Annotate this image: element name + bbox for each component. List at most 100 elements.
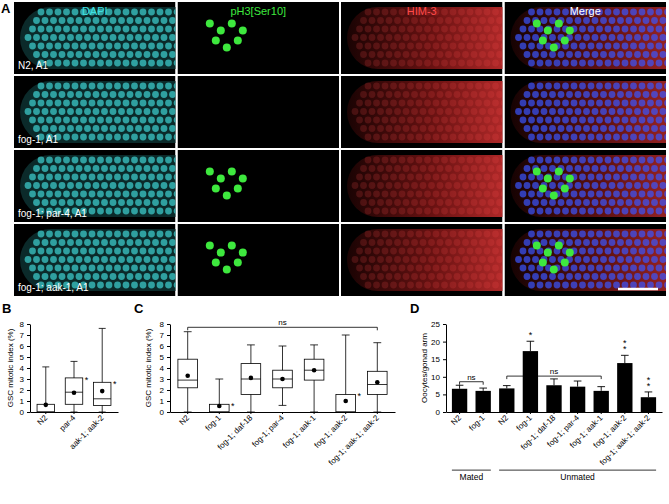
nucleus [360, 125, 367, 132]
chart-panel: DOocytes/gonad arm*****nsnsMatedUnmated0… [410, 301, 663, 482]
ph3-cell [539, 37, 547, 45]
nucleus [471, 182, 478, 189]
nucleus [484, 26, 491, 33]
nucleus [152, 34, 159, 41]
y-tick: 20 [431, 338, 446, 347]
nucleus [450, 117, 457, 124]
nucleus [386, 17, 393, 24]
nucleus [46, 174, 53, 181]
nucleus [76, 17, 83, 24]
nucleus [592, 17, 599, 24]
nucleus [161, 165, 168, 172]
nucleus [140, 60, 147, 67]
nucleus [643, 34, 650, 41]
nucleus [144, 256, 151, 263]
y-tick-mark [27, 324, 30, 325]
y-tick-label: 2 [160, 386, 165, 395]
nucleus [59, 91, 66, 98]
nucleus [114, 208, 121, 215]
nucleus [583, 273, 590, 280]
nucleus [437, 273, 444, 280]
nucleus [549, 199, 556, 206]
nucleus [579, 60, 586, 67]
nucleus [110, 199, 117, 206]
nucleus [639, 83, 646, 90]
nucleus [140, 191, 147, 198]
nucleus [458, 43, 465, 50]
nucleus [106, 26, 113, 33]
nucleus [639, 265, 646, 272]
nucleus [59, 51, 66, 58]
nucleus [80, 157, 87, 164]
nucleus [575, 239, 582, 246]
nucleus [411, 273, 418, 280]
nucleus [123, 43, 130, 50]
nucleus [441, 191, 448, 198]
nucleus [411, 51, 418, 58]
y-tick: 1 [20, 397, 30, 406]
nucleus [596, 191, 603, 198]
nucleus [496, 182, 502, 189]
error-bar [648, 392, 649, 397]
nucleus [55, 157, 62, 164]
nucleus [428, 239, 435, 246]
ph3-cell [566, 175, 574, 183]
nucleus [131, 248, 138, 255]
nucleus [38, 265, 45, 272]
ph3-cell [550, 44, 558, 52]
nucleus [541, 125, 548, 132]
image-cell [505, 2, 667, 74]
nucleus [501, 60, 503, 67]
nucleus [545, 9, 552, 16]
nucleus [475, 134, 482, 141]
mean [249, 376, 254, 381]
image-cell [341, 2, 503, 74]
bracket [188, 327, 378, 330]
nucleus [496, 108, 502, 115]
nucleus [524, 256, 531, 263]
bar [523, 351, 538, 412]
image-cell [341, 150, 503, 222]
nucleus [157, 83, 164, 90]
nucleus [72, 231, 79, 238]
nucleus [596, 60, 603, 67]
nucleus [390, 100, 397, 107]
nucleus [114, 9, 121, 16]
mean [43, 403, 48, 408]
nucleus [50, 17, 57, 24]
ph3-cell [539, 259, 547, 267]
nucleus [369, 273, 376, 280]
nucleus [558, 273, 565, 280]
ph3-cell [206, 20, 214, 28]
nucleus [373, 157, 380, 164]
nucleus [639, 157, 646, 164]
annotation: * [85, 375, 89, 385]
nucleus [458, 174, 465, 181]
nucleus [97, 26, 104, 33]
nucleus [399, 117, 406, 124]
nucleus [532, 125, 539, 132]
nucleus [144, 51, 151, 58]
nucleus [613, 134, 620, 141]
bracket [460, 382, 484, 385]
nucleus [42, 165, 49, 172]
nucleus [630, 265, 637, 272]
image-cell [505, 224, 667, 296]
y-tick-label: 4 [20, 364, 25, 373]
nucleus [174, 117, 176, 124]
nucleus [114, 83, 121, 90]
nucleus [626, 165, 633, 172]
nucleus [592, 273, 599, 280]
nucleus [537, 134, 544, 141]
nucleus [110, 51, 117, 58]
nucleus [424, 43, 431, 50]
nucleus [152, 51, 159, 58]
nucleus [600, 125, 607, 132]
nucleus [437, 91, 444, 98]
nucleus [67, 17, 74, 24]
nucleus [29, 43, 36, 50]
y-tick: 25 [431, 320, 446, 329]
nucleus [579, 191, 586, 198]
nucleus [475, 26, 482, 33]
nucleus [420, 125, 427, 132]
